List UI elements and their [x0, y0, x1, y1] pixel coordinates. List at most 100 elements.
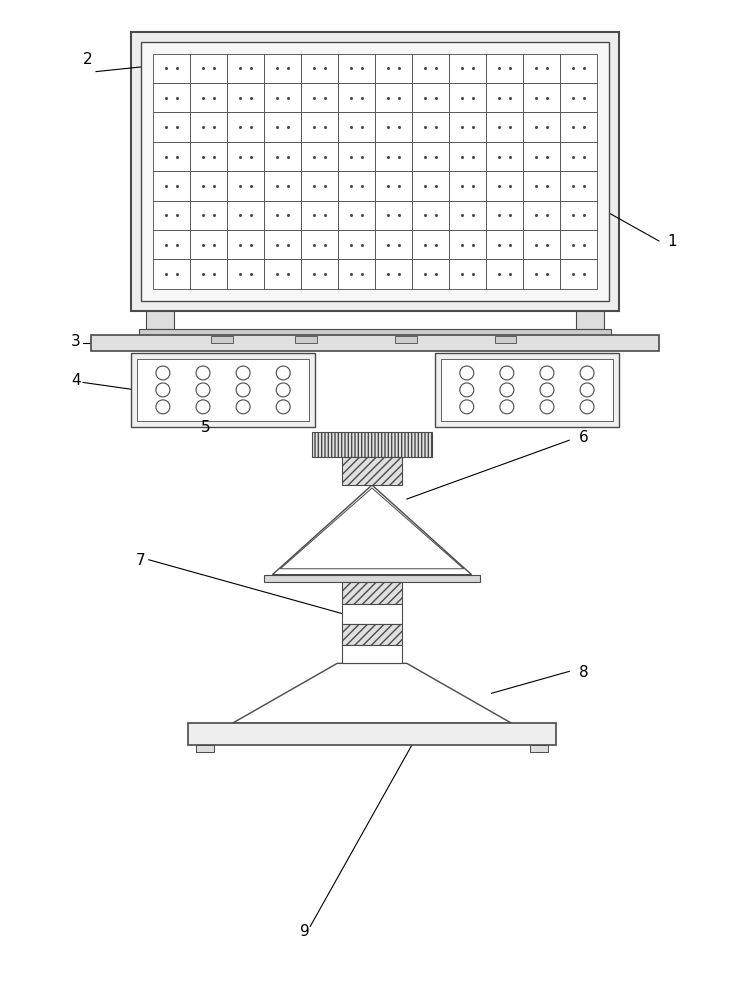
Text: 3: 3 [71, 334, 81, 349]
Circle shape [236, 400, 250, 414]
Bar [523, 230, 560, 259]
Bar [395, 336, 417, 343]
Bar [560, 201, 597, 230]
Circle shape [236, 383, 250, 397]
Bar [375, 142, 412, 171]
Bar [486, 83, 523, 112]
Bar [375, 230, 412, 259]
Bar [301, 171, 338, 201]
Bar [560, 259, 597, 289]
Bar [190, 230, 227, 259]
Bar [342, 582, 402, 604]
Bar [264, 112, 301, 142]
Bar [449, 230, 486, 259]
Bar [301, 83, 338, 112]
Bar [560, 142, 597, 171]
Bar [523, 54, 560, 83]
Text: 8: 8 [580, 665, 589, 680]
Bar [449, 171, 486, 201]
Bar [412, 142, 449, 171]
Circle shape [500, 366, 514, 380]
Bar [449, 259, 486, 289]
Bar [375, 83, 412, 112]
Bar [338, 171, 375, 201]
Bar [264, 259, 301, 289]
Bar [375, 201, 412, 230]
Bar [190, 112, 227, 142]
Circle shape [156, 366, 170, 380]
Bar [412, 83, 449, 112]
Text: 7: 7 [136, 553, 146, 568]
Bar [227, 112, 264, 142]
Bar [342, 604, 402, 624]
Bar [412, 112, 449, 142]
Bar [577, 311, 604, 329]
Bar [342, 624, 402, 645]
Bar [486, 259, 523, 289]
Circle shape [580, 400, 594, 414]
Bar [301, 112, 338, 142]
Bar [449, 83, 486, 112]
Bar [486, 54, 523, 83]
Bar [153, 259, 190, 289]
Bar [264, 171, 301, 201]
Bar [211, 336, 233, 343]
Bar [523, 259, 560, 289]
Bar [560, 83, 597, 112]
Bar [91, 335, 659, 351]
Bar [523, 201, 560, 230]
Bar [486, 112, 523, 142]
Bar [449, 54, 486, 83]
Bar [375, 171, 412, 201]
Bar [449, 112, 486, 142]
Bar [264, 83, 301, 112]
Circle shape [580, 366, 594, 380]
Bar [264, 230, 301, 259]
Circle shape [500, 383, 514, 397]
Circle shape [460, 383, 474, 397]
Bar [560, 54, 597, 83]
Bar [295, 336, 317, 343]
Bar [301, 259, 338, 289]
Bar [523, 171, 560, 201]
Bar [153, 230, 190, 259]
Bar [486, 171, 523, 201]
Circle shape [236, 366, 250, 380]
Bar [190, 201, 227, 230]
Bar [196, 745, 214, 752]
Bar [338, 142, 375, 171]
Bar [560, 112, 597, 142]
Bar [412, 230, 449, 259]
Bar [338, 259, 375, 289]
Bar [449, 201, 486, 230]
Bar [131, 32, 619, 311]
Bar [312, 432, 432, 457]
Bar [375, 112, 412, 142]
Bar [560, 171, 597, 201]
Bar [412, 201, 449, 230]
Circle shape [540, 383, 554, 397]
Circle shape [500, 400, 514, 414]
Bar [338, 201, 375, 230]
Bar [530, 745, 548, 752]
Bar [338, 112, 375, 142]
Bar [486, 142, 523, 171]
Circle shape [276, 383, 290, 397]
Bar [375, 54, 412, 83]
Circle shape [196, 383, 210, 397]
Text: 6: 6 [580, 430, 589, 445]
Bar [227, 259, 264, 289]
Bar [412, 54, 449, 83]
Bar [190, 142, 227, 171]
Bar [137, 359, 310, 421]
Bar [131, 353, 315, 427]
Circle shape [196, 400, 210, 414]
Circle shape [540, 400, 554, 414]
Bar [342, 457, 402, 485]
Bar [264, 142, 301, 171]
Bar [153, 54, 190, 83]
Circle shape [276, 366, 290, 380]
Bar [227, 171, 264, 201]
Bar [141, 42, 609, 301]
Bar [153, 142, 190, 171]
